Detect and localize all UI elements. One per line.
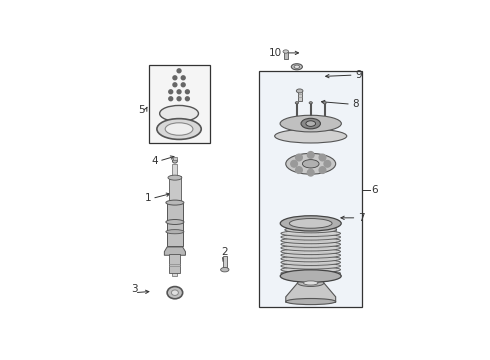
Ellipse shape — [285, 223, 337, 229]
Circle shape — [307, 152, 314, 158]
Bar — [173, 157, 176, 161]
Bar — [167, 203, 183, 246]
Ellipse shape — [283, 50, 289, 53]
Ellipse shape — [281, 245, 341, 251]
Ellipse shape — [286, 153, 336, 174]
Bar — [298, 91, 301, 102]
Circle shape — [307, 169, 314, 176]
Ellipse shape — [301, 118, 320, 129]
Ellipse shape — [165, 123, 193, 135]
Circle shape — [173, 83, 177, 87]
Circle shape — [324, 161, 331, 167]
Text: 8: 8 — [352, 99, 359, 109]
Ellipse shape — [294, 65, 300, 68]
Ellipse shape — [172, 290, 178, 296]
Bar — [148, 66, 210, 143]
Circle shape — [295, 154, 302, 161]
Ellipse shape — [172, 159, 177, 163]
Ellipse shape — [285, 227, 337, 233]
Circle shape — [181, 83, 185, 87]
Ellipse shape — [309, 102, 313, 104]
Bar — [284, 51, 288, 59]
Ellipse shape — [168, 175, 182, 180]
Ellipse shape — [280, 270, 341, 282]
Text: 2: 2 — [221, 247, 228, 257]
Ellipse shape — [281, 252, 341, 258]
Text: 3: 3 — [131, 284, 138, 293]
Circle shape — [169, 90, 172, 94]
Ellipse shape — [160, 105, 198, 122]
Ellipse shape — [295, 102, 298, 104]
Ellipse shape — [281, 263, 341, 269]
Ellipse shape — [157, 119, 201, 139]
Text: 9: 9 — [355, 70, 362, 80]
Ellipse shape — [281, 270, 341, 276]
Bar — [172, 164, 177, 276]
Ellipse shape — [286, 298, 336, 305]
Text: 6: 6 — [372, 185, 378, 195]
Ellipse shape — [166, 220, 184, 225]
Ellipse shape — [297, 279, 324, 287]
Ellipse shape — [166, 200, 184, 205]
Bar — [222, 256, 227, 270]
Ellipse shape — [292, 64, 302, 70]
Ellipse shape — [302, 159, 319, 168]
Polygon shape — [286, 283, 336, 302]
Circle shape — [185, 90, 189, 94]
Ellipse shape — [280, 216, 341, 231]
Ellipse shape — [281, 267, 341, 273]
Ellipse shape — [166, 230, 184, 234]
Ellipse shape — [167, 287, 183, 299]
Circle shape — [173, 76, 177, 80]
Bar — [169, 176, 181, 204]
Circle shape — [185, 97, 189, 101]
Ellipse shape — [281, 259, 341, 265]
Circle shape — [177, 69, 181, 73]
Ellipse shape — [281, 234, 341, 240]
Ellipse shape — [323, 102, 326, 104]
Circle shape — [295, 167, 302, 174]
Polygon shape — [164, 247, 185, 255]
Bar — [259, 71, 362, 307]
Text: 7: 7 — [358, 213, 365, 223]
Ellipse shape — [281, 238, 341, 244]
Ellipse shape — [296, 89, 303, 93]
Ellipse shape — [220, 267, 229, 272]
Text: 10: 10 — [269, 48, 282, 58]
Ellipse shape — [281, 241, 341, 247]
Text: 4: 4 — [151, 156, 158, 166]
Ellipse shape — [275, 129, 347, 143]
Circle shape — [291, 161, 297, 167]
Circle shape — [177, 97, 181, 101]
Circle shape — [319, 167, 326, 174]
Text: 5: 5 — [138, 105, 145, 115]
Ellipse shape — [281, 256, 341, 262]
Circle shape — [177, 90, 181, 94]
Circle shape — [319, 154, 326, 161]
Ellipse shape — [306, 121, 316, 126]
Circle shape — [181, 76, 185, 80]
Ellipse shape — [281, 230, 341, 237]
Ellipse shape — [280, 115, 342, 132]
Ellipse shape — [281, 248, 341, 255]
Ellipse shape — [303, 281, 318, 285]
Bar — [286, 225, 336, 275]
Bar — [170, 255, 180, 273]
Text: 1: 1 — [145, 193, 151, 203]
Circle shape — [169, 97, 172, 101]
Ellipse shape — [290, 219, 332, 228]
